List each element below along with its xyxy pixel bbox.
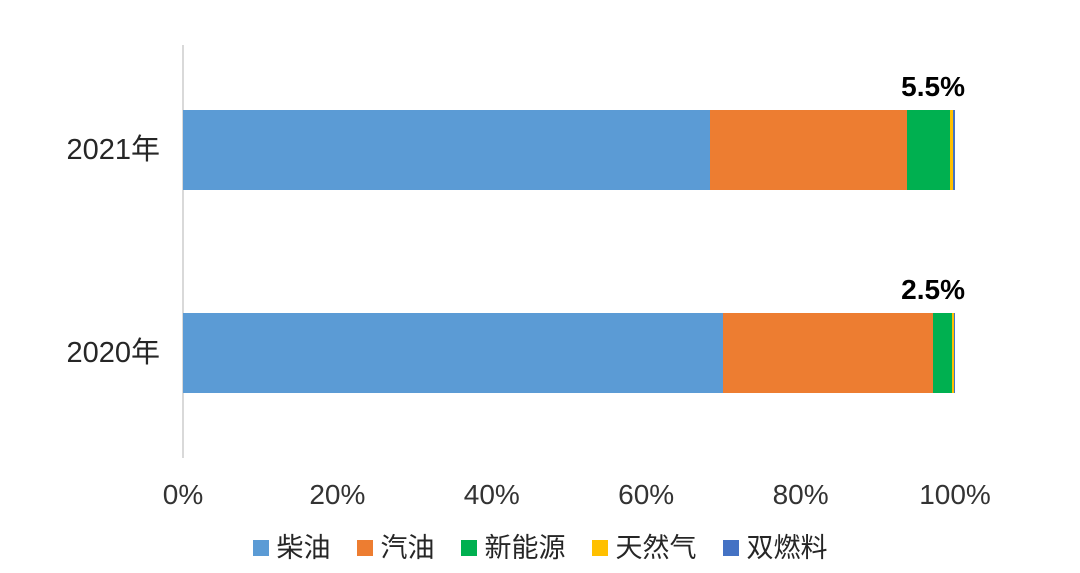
bar-segment-new-energy bbox=[907, 110, 950, 190]
legend-swatch-new-energy bbox=[460, 540, 477, 556]
x-tick-80%: 80% bbox=[772, 479, 829, 510]
y-axis-line bbox=[182, 45, 184, 458]
bar-2020年 bbox=[183, 313, 955, 393]
legend-swatch-natural-gas bbox=[591, 540, 608, 556]
legend-label-diesel: 柴油 bbox=[276, 533, 331, 563]
legend-item-diesel: 柴油 bbox=[252, 533, 331, 563]
legend-item-natural-gas: 天然气 bbox=[591, 533, 697, 563]
legend-item-new-energy: 新能源 bbox=[460, 533, 566, 563]
bar-segment-gasoline bbox=[709, 110, 908, 190]
bar-segment-diesel bbox=[183, 313, 723, 393]
bar-segment-gasoline bbox=[722, 313, 933, 393]
legend-swatch-gasoline bbox=[356, 540, 373, 556]
x-tick-60%: 60% bbox=[618, 479, 675, 510]
x-tick-40%: 40% bbox=[463, 479, 520, 510]
data-label-2021年: 5.5% bbox=[901, 71, 965, 102]
bar-segment-natural-gas bbox=[951, 313, 955, 393]
data-label-2020年: 2.5% bbox=[901, 274, 965, 305]
category-label-2021年: 2021年 bbox=[66, 134, 160, 166]
legend-item-dual-fuel: 双燃料 bbox=[722, 533, 828, 563]
legend: 柴油 汽油 新能源 天然气 双燃料 bbox=[0, 533, 1080, 563]
x-tick-100%: 100% bbox=[919, 479, 991, 510]
legend-label-new-energy: 新能源 bbox=[484, 533, 566, 563]
x-tick-20%: 20% bbox=[309, 479, 366, 510]
legend-label-gasoline: 汽油 bbox=[380, 533, 435, 563]
legend-label-dual-fuel: 双燃料 bbox=[746, 533, 828, 563]
legend-swatch-dual-fuel bbox=[722, 540, 739, 556]
legend-item-gasoline: 汽油 bbox=[356, 533, 435, 563]
bar-segment-new-energy bbox=[932, 313, 952, 393]
x-tick-0%: 0% bbox=[162, 479, 204, 510]
legend-label-natural-gas: 天然气 bbox=[615, 533, 697, 563]
category-label-2020年: 2020年 bbox=[66, 337, 160, 369]
bar-segment-dual-fuel bbox=[954, 313, 955, 393]
bar-2021年 bbox=[183, 110, 955, 190]
bar-segment-dual-fuel bbox=[953, 110, 955, 190]
bar-segment-diesel bbox=[183, 110, 710, 190]
legend-swatch-diesel bbox=[252, 540, 269, 556]
bar-segment-natural-gas bbox=[949, 110, 954, 190]
